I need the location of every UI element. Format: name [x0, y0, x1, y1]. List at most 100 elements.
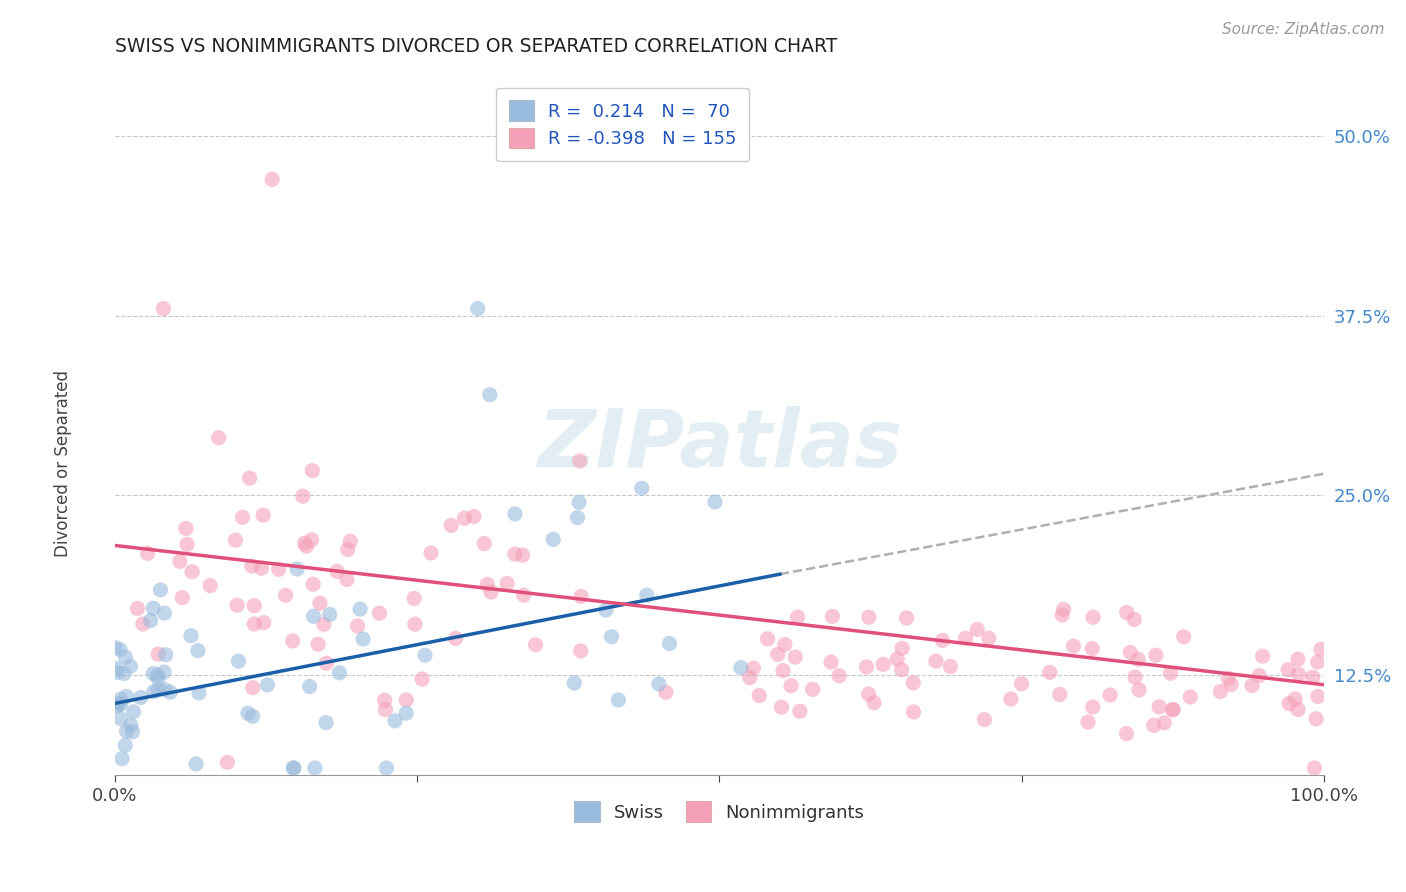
- Point: [122, 705, 145, 719]
- Point: [595, 603, 617, 617]
- Point: [108, 642, 131, 657]
- Point: [346, 619, 368, 633]
- Text: SWISS VS NONIMMIGRANTS DIVORCED OR SEPARATED CORRELATION CHART: SWISS VS NONIMMIGRANTS DIVORCED OR SEPAR…: [115, 37, 838, 56]
- Point: [153, 606, 176, 620]
- Point: [453, 511, 475, 525]
- Point: [1240, 679, 1263, 693]
- Point: [153, 682, 176, 697]
- Point: [326, 565, 349, 579]
- Point: [291, 489, 314, 503]
- Point: [132, 617, 155, 632]
- Point: [285, 562, 308, 576]
- Point: [1161, 702, 1184, 716]
- Point: [283, 761, 305, 775]
- Point: [1309, 642, 1331, 657]
- Point: [159, 685, 181, 699]
- Point: [283, 761, 305, 775]
- Point: [336, 573, 359, 587]
- Point: [225, 533, 247, 548]
- Point: [146, 647, 169, 661]
- Point: [772, 664, 794, 678]
- Point: [1303, 761, 1326, 775]
- Point: [444, 632, 467, 646]
- Point: [738, 671, 761, 685]
- Point: [1277, 663, 1299, 677]
- Point: [309, 596, 332, 610]
- Point: [120, 659, 142, 673]
- Point: [142, 601, 165, 615]
- Point: [503, 547, 526, 561]
- Point: [541, 533, 564, 547]
- Point: [742, 661, 765, 675]
- Point: [512, 588, 534, 602]
- Point: [872, 657, 894, 672]
- Point: [336, 542, 359, 557]
- Point: [955, 631, 977, 645]
- Point: [567, 510, 589, 524]
- Point: [111, 752, 134, 766]
- Point: [368, 606, 391, 620]
- Point: [180, 629, 202, 643]
- Point: [115, 690, 138, 704]
- Point: [404, 617, 426, 632]
- Point: [770, 700, 793, 714]
- Point: [1115, 606, 1137, 620]
- Point: [1161, 703, 1184, 717]
- Point: [114, 739, 136, 753]
- Point: [114, 650, 136, 665]
- Point: [267, 562, 290, 576]
- Point: [298, 680, 321, 694]
- Point: [636, 588, 658, 602]
- Point: [110, 692, 132, 706]
- Point: [1249, 668, 1271, 682]
- Point: [312, 617, 335, 632]
- Point: [1180, 690, 1202, 704]
- Point: [136, 546, 159, 560]
- Point: [281, 634, 304, 648]
- Point: [568, 454, 591, 468]
- Point: [169, 554, 191, 568]
- Point: [420, 546, 443, 560]
- Point: [236, 706, 259, 721]
- Point: [477, 577, 499, 591]
- Point: [302, 609, 325, 624]
- Point: [1123, 670, 1146, 684]
- Point: [1251, 649, 1274, 664]
- Point: [1173, 630, 1195, 644]
- Point: [858, 610, 880, 624]
- Point: [395, 693, 418, 707]
- Point: [105, 698, 128, 713]
- Point: [801, 682, 824, 697]
- Point: [903, 705, 925, 719]
- Point: [242, 709, 264, 723]
- Point: [129, 690, 152, 705]
- Point: [1144, 648, 1167, 663]
- Point: [704, 495, 727, 509]
- Point: [1278, 697, 1301, 711]
- Point: [174, 521, 197, 535]
- Point: [240, 559, 263, 574]
- Point: [1099, 688, 1122, 702]
- Point: [146, 672, 169, 686]
- Point: [756, 632, 779, 646]
- Point: [479, 585, 502, 599]
- Point: [855, 660, 877, 674]
- Point: [890, 663, 912, 677]
- Point: [925, 654, 948, 668]
- Point: [1286, 652, 1309, 666]
- Point: [120, 718, 142, 732]
- Point: [1039, 665, 1062, 680]
- Point: [328, 665, 350, 680]
- Point: [294, 536, 316, 550]
- Point: [319, 607, 342, 622]
- Point: [467, 301, 489, 316]
- Point: [301, 533, 323, 547]
- Point: [104, 661, 127, 675]
- Point: [250, 561, 273, 575]
- Point: [315, 657, 337, 671]
- Point: [411, 672, 433, 686]
- Point: [1286, 702, 1309, 716]
- Point: [1153, 715, 1175, 730]
- Point: [155, 648, 177, 662]
- Point: [1128, 652, 1150, 666]
